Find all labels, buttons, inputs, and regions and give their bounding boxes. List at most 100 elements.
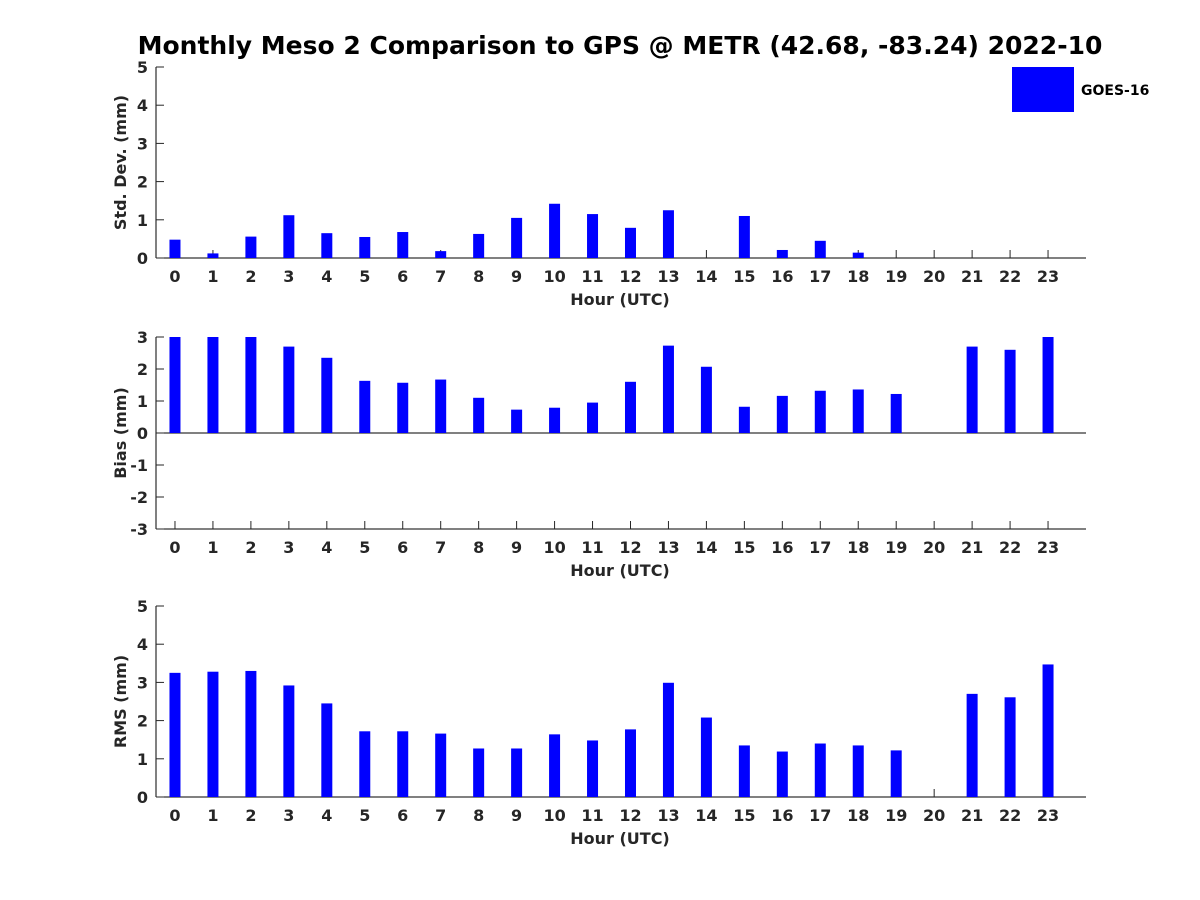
- x-tick-label: 0: [169, 806, 180, 825]
- x-axis-label: Hour (UTC): [570, 829, 670, 848]
- bar-hour-2: [245, 670, 257, 797]
- x-tick-label: 19: [885, 538, 907, 557]
- bar-hour-7: [435, 733, 447, 797]
- x-tick-label: 15: [733, 806, 755, 825]
- x-tick-label: 15: [733, 267, 755, 286]
- bar-hour-15: [738, 406, 750, 433]
- y-axis-label: RMS (mm): [111, 655, 130, 748]
- x-tick-label: 21: [961, 267, 983, 286]
- bar-hour-11: [587, 740, 599, 797]
- bar-hour-9: [511, 748, 523, 797]
- y-tick-label: 3: [137, 673, 148, 692]
- x-tick-label: 6: [397, 267, 408, 286]
- bar-hour-17: [814, 390, 826, 433]
- x-tick-label: 14: [695, 538, 717, 557]
- y-tick-label: 5: [137, 58, 148, 77]
- x-tick-label: 8: [473, 806, 484, 825]
- x-tick-label: 5: [359, 267, 370, 286]
- x-tick-label: 18: [847, 806, 869, 825]
- x-tick-label: 7: [435, 538, 446, 557]
- bar-hour-12: [624, 227, 636, 258]
- bar-hour-13: [662, 682, 674, 797]
- x-tick-label: 2: [245, 267, 256, 286]
- bar-hour-23: [1042, 337, 1054, 433]
- x-tick-label: 4: [321, 806, 332, 825]
- y-tick-label: 0: [137, 249, 148, 268]
- x-tick-label: 1: [207, 267, 218, 286]
- bar-hour-4: [321, 233, 333, 258]
- bar-hour-2: [245, 236, 257, 258]
- bar-hour-16: [776, 395, 788, 433]
- bar-hour-12: [624, 381, 636, 433]
- x-tick-label: 9: [511, 538, 522, 557]
- x-tick-label: 17: [809, 267, 831, 286]
- bar-hour-9: [511, 217, 523, 258]
- x-tick-label: 4: [321, 267, 332, 286]
- bar-hour-11: [587, 214, 599, 258]
- x-tick-label: 1: [207, 538, 218, 557]
- x-tick-label: 12: [619, 538, 641, 557]
- bar-hour-21: [966, 693, 978, 797]
- bar-hour-22: [1004, 349, 1016, 433]
- bar-hour-0: [169, 337, 181, 433]
- bar-hour-16: [776, 751, 788, 797]
- bar-hour-4: [321, 703, 333, 797]
- bar-hour-10: [549, 407, 561, 433]
- legend-label-goes-16: GOES-16: [1081, 83, 1149, 99]
- bar-hour-8: [473, 233, 485, 258]
- bar-hour-10: [549, 734, 561, 797]
- x-tick-label: 20: [923, 806, 945, 825]
- y-tick-label: 0: [137, 788, 148, 807]
- x-tick-label: 11: [581, 267, 603, 286]
- x-tick-label: 13: [657, 806, 679, 825]
- bar-hour-3: [283, 685, 295, 797]
- x-tick-label: 21: [961, 806, 983, 825]
- y-tick-label: 2: [137, 173, 148, 192]
- y-tick-label: -1: [130, 456, 148, 475]
- x-tick-label: 3: [283, 267, 294, 286]
- y-tick-label: 2: [137, 712, 148, 731]
- x-tick-label: 14: [695, 806, 717, 825]
- x-tick-label: 0: [169, 267, 180, 286]
- y-tick-label: -2: [130, 488, 148, 507]
- bar-hour-21: [966, 346, 978, 433]
- x-axis-label: Hour (UTC): [570, 561, 670, 580]
- bar-hour-19: [890, 750, 902, 797]
- bar-hour-23: [1042, 664, 1054, 797]
- x-tick-label: 0: [169, 538, 180, 557]
- x-tick-label: 3: [283, 806, 294, 825]
- bar-hour-18: [852, 389, 864, 433]
- x-tick-label: 2: [245, 538, 256, 557]
- y-axis-label: Std. Dev. (mm): [111, 95, 130, 230]
- x-tick-label: 3: [283, 538, 294, 557]
- x-tick-label: 18: [847, 267, 869, 286]
- bar-hour-12: [624, 729, 636, 797]
- bar-hour-11: [587, 402, 599, 433]
- y-tick-label: 4: [137, 635, 148, 654]
- bar-hour-17: [814, 743, 826, 797]
- x-tick-label: 23: [1037, 806, 1059, 825]
- bar-hour-22: [1004, 697, 1016, 797]
- x-tick-label: 5: [359, 806, 370, 825]
- x-tick-label: 19: [885, 267, 907, 286]
- panels: 0 1 2 3 4 5 6 7 8 9 10 11 12 13 14 15 16 17 18 19 20 21 22 2301…: [111, 58, 1086, 848]
- bar-hour-3: [283, 346, 295, 433]
- x-tick-label: 5: [359, 538, 370, 557]
- x-tick-label: 1: [207, 806, 218, 825]
- x-tick-label: 22: [999, 806, 1021, 825]
- bar-hour-5: [359, 380, 371, 433]
- x-tick-label: 11: [581, 806, 603, 825]
- y-axis-label: Bias (mm): [111, 387, 130, 479]
- bar-hour-6: [397, 232, 409, 258]
- bar-hour-1: [207, 671, 219, 797]
- bar-hour-0: [169, 239, 181, 258]
- bar-hour-15: [738, 215, 750, 258]
- x-tick-label: 16: [771, 538, 793, 557]
- x-tick-label: 12: [619, 267, 641, 286]
- x-tick-label: 2: [245, 806, 256, 825]
- bar-hour-0: [169, 672, 181, 797]
- y-tick-label: 2: [137, 360, 148, 379]
- x-tick-label: 13: [657, 267, 679, 286]
- bar-hour-8: [473, 748, 485, 797]
